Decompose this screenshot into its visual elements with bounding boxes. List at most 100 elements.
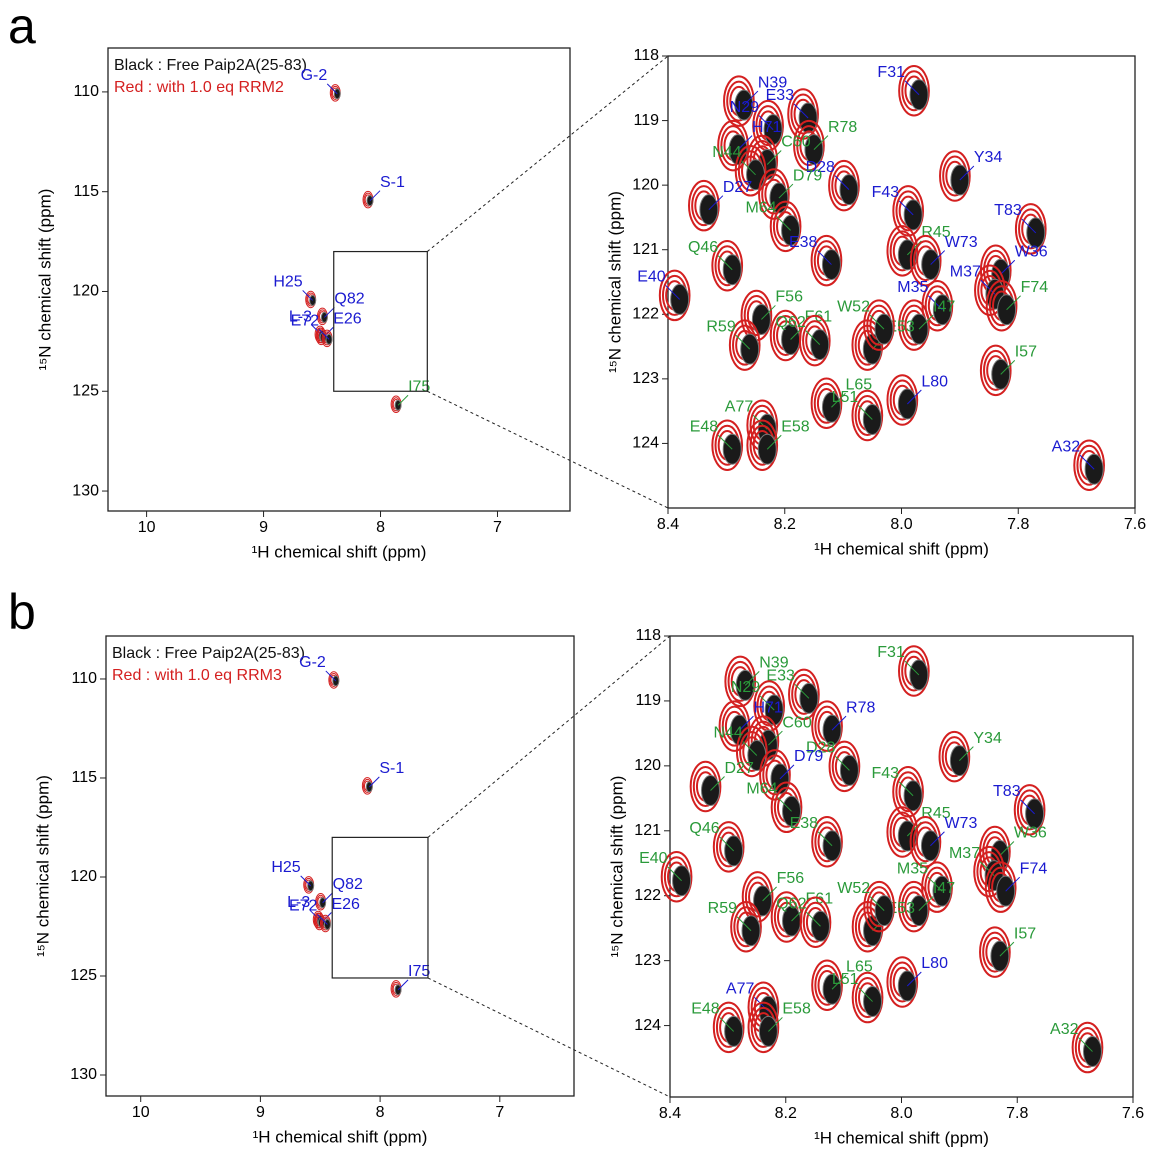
x-tick-label: 8.0: [890, 516, 912, 533]
y-tick-label: 118: [635, 627, 661, 644]
bound-peak-contour: [886, 956, 919, 1008]
peak-label: H71: [753, 699, 782, 716]
bound-peak-contour: [973, 845, 1005, 898]
zoom-box: [333, 250, 428, 392]
label-leader: [857, 405, 873, 420]
x-tick-label: 7: [493, 519, 502, 536]
label-leader: [869, 896, 885, 912]
peak-label: L80: [921, 373, 948, 390]
peak-label: L-3: [287, 894, 310, 911]
x-tick-label: 8.2: [775, 1105, 797, 1122]
label-leader: [927, 876, 943, 892]
label-leader: [869, 314, 885, 330]
bound-peak-contour: [979, 926, 1011, 978]
peak-label: H25: [271, 859, 300, 876]
peak-label: S-1: [379, 760, 404, 777]
bound-peak-contour: [909, 815, 942, 868]
peak-label: R78: [828, 119, 857, 136]
label-leader: [778, 183, 794, 199]
zoom-connector: [427, 977, 671, 1098]
label-leader: [813, 135, 829, 150]
legend-text: Black : Free Paip2A(25-83): [114, 57, 307, 74]
label-leader: [918, 896, 934, 912]
y-tick-label: 115: [71, 769, 97, 786]
peak-label: Q46: [689, 820, 719, 837]
bound-peak-contour: [787, 88, 819, 140]
y-tick-label: 110: [73, 83, 99, 100]
peak-label: E48: [691, 1001, 720, 1018]
label-leader: [1020, 799, 1035, 815]
bound-peak-contour: [724, 655, 757, 708]
label-leader: [898, 200, 914, 216]
bound-peak-contour: [892, 185, 925, 237]
x-tick-label: 7: [495, 1104, 504, 1121]
label-leader: [766, 150, 782, 165]
peak-label: M37: [950, 263, 981, 280]
peak-label: W52: [837, 880, 870, 897]
peak-label: L51: [832, 971, 859, 988]
panel-label: b: [8, 584, 36, 640]
peak-label: L-3: [289, 309, 312, 326]
peak-label: L65: [846, 958, 873, 975]
label-leader: [325, 670, 337, 682]
peak-label: F74: [1020, 860, 1048, 877]
label-leader: [318, 329, 330, 340]
peak-label: F31: [877, 64, 905, 81]
bound-peak-contour: [788, 668, 820, 721]
label-leader: [1006, 295, 1021, 311]
peak-label: E33: [766, 87, 795, 104]
label-leader: [918, 314, 934, 330]
bound-peak-contour: [974, 264, 1006, 317]
peak-label: E38: [789, 234, 818, 251]
peak-label: H71: [752, 119, 781, 136]
label-leader: [758, 115, 774, 130]
label-leader: [309, 910, 321, 921]
peak-label: A32: [1052, 438, 1081, 455]
zoom-box: [331, 836, 429, 979]
y-axis-label: ¹⁵N chemical shift (ppm): [35, 189, 54, 371]
y-tick-label: 118: [633, 47, 659, 64]
label-leader: [858, 987, 873, 1002]
peak-label: W52: [837, 298, 870, 315]
bound-peak-contour: [984, 861, 1017, 913]
y-tick-label: 122: [634, 887, 661, 904]
peak-label: N44: [713, 725, 742, 742]
label-leader: [743, 90, 759, 106]
peak-label: E48: [690, 418, 719, 435]
x-tick-label: 7.8: [1006, 1105, 1028, 1122]
x-axis-label: ¹H chemical shift (ppm): [253, 1127, 428, 1146]
peak-label: F56: [777, 870, 805, 887]
y-tick-label: 130: [72, 482, 99, 499]
bound-peak-contour: [886, 374, 919, 426]
label-leader: [665, 285, 681, 300]
legend-text: Red : with 1.0 eq RRM3: [112, 667, 282, 684]
peak-label: W73: [944, 815, 977, 832]
peak-label: N44: [712, 144, 741, 161]
peak-label: R59: [708, 900, 737, 917]
bound-peak-contour: [798, 314, 831, 367]
panel-label: a: [8, 0, 36, 54]
bound-peak-contour: [712, 1001, 745, 1054]
plot-frame: [105, 635, 575, 1097]
peak-label: A77: [726, 981, 755, 998]
x-tick-label: 9: [256, 1104, 265, 1121]
peak-label: L80: [921, 955, 948, 972]
peak-label: Q82: [334, 291, 364, 308]
peak-label: Q82: [333, 876, 363, 893]
zoom-connector: [426, 55, 669, 252]
label-leader: [719, 836, 735, 852]
peak-label: L65: [845, 376, 872, 393]
label-leader: [300, 875, 312, 887]
label-leader: [904, 80, 920, 96]
y-tick-label: 124: [632, 435, 659, 452]
y-tick-label: 121: [632, 241, 659, 258]
peak-label: A32: [1050, 1021, 1079, 1038]
label-leader: [736, 916, 752, 932]
x-tick-label: 10: [132, 1104, 150, 1121]
bound-peak-contour: [1073, 439, 1105, 492]
label-leader: [708, 195, 724, 211]
peak-label: M64: [746, 781, 777, 798]
bound-peak-contour: [828, 740, 861, 793]
peak-label: N29: [731, 679, 760, 696]
peak-label: I47: [933, 298, 955, 315]
